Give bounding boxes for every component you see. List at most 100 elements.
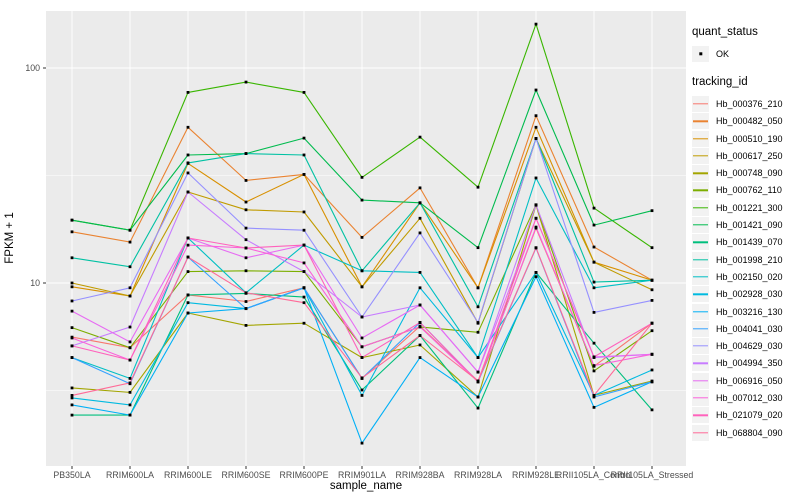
data-point xyxy=(360,441,364,445)
data-point xyxy=(534,246,538,250)
data-point xyxy=(302,228,306,232)
data-point xyxy=(244,246,248,250)
data-point xyxy=(476,379,480,383)
data-point xyxy=(128,286,132,290)
data-point xyxy=(592,286,596,290)
x-tick-label: RRIM600SE xyxy=(221,470,271,480)
legend-item-label: Hb_001998_210 xyxy=(716,254,783,265)
data-point xyxy=(418,356,422,359)
data-point xyxy=(128,228,132,232)
line-swatch-icon xyxy=(692,389,709,406)
x-tick-label: RRII105LA_Stressed xyxy=(610,470,694,480)
data-point xyxy=(70,396,74,400)
legend-item-Hb_004629_030: Hb_004629_030 xyxy=(692,337,800,355)
legend-item-label: Hb_068804_090 xyxy=(716,427,783,438)
x-tick-label: RRIM600PE xyxy=(279,470,329,480)
legend-item-label: Hb_004994_350 xyxy=(716,358,783,369)
legend-item-Hb_000617_250: Hb_000617_250 xyxy=(692,147,800,164)
data-point xyxy=(302,136,306,140)
legend-item-label: Hb_003216_130 xyxy=(716,306,783,317)
data-point xyxy=(592,223,596,227)
line-swatch-icon xyxy=(692,182,709,199)
tracking-id-legend-title: tracking_id xyxy=(692,76,748,89)
data-point xyxy=(302,321,306,325)
data-point xyxy=(534,114,538,118)
legend-item-Hb_000510_190: Hb_000510_190 xyxy=(692,130,800,147)
data-point xyxy=(70,356,74,359)
data-point xyxy=(244,324,248,327)
data-point xyxy=(418,321,422,324)
line-swatch-icon xyxy=(692,217,709,234)
data-point xyxy=(534,216,538,220)
data-point xyxy=(592,245,596,249)
data-point xyxy=(186,161,190,165)
data-point xyxy=(244,300,248,303)
data-point xyxy=(244,226,248,230)
data-point xyxy=(592,394,596,397)
line-swatch-icon xyxy=(692,424,709,441)
legend-item-label: Hb_004041_030 xyxy=(716,323,783,334)
legend-item-label: Hb_007012_030 xyxy=(716,392,783,403)
data-point xyxy=(592,260,596,264)
legend-item-Hb_004994_350: Hb_004994_350 xyxy=(692,355,800,372)
data-point xyxy=(534,137,538,140)
data-point xyxy=(70,326,74,330)
legend-item-label: Hb_000510_190 xyxy=(716,133,783,144)
data-point xyxy=(360,315,364,319)
data-point xyxy=(360,175,364,179)
x-tick-label: RRIM600LA xyxy=(106,470,154,480)
data-point xyxy=(244,208,248,212)
data-point xyxy=(592,206,596,210)
data-point xyxy=(592,280,596,284)
data-point xyxy=(418,231,422,235)
data-point xyxy=(186,125,190,129)
legend-item-Hb_001439_070: Hb_001439_070 xyxy=(692,234,800,251)
line-swatch-icon xyxy=(692,234,709,251)
legend-item-Hb_001221_300: Hb_001221_300 xyxy=(692,199,800,216)
data-point xyxy=(534,275,538,279)
data-point xyxy=(244,152,248,155)
data-point xyxy=(360,285,364,289)
data-point xyxy=(534,125,538,129)
data-point xyxy=(360,336,364,340)
data-point xyxy=(186,270,190,273)
x-tick-label: RRIM901LA xyxy=(338,470,386,480)
x-tick-label: RRIM928BA xyxy=(395,470,445,480)
x-axis-title: sample_name xyxy=(329,480,403,492)
legend-item-label: Hb_001421_090 xyxy=(716,220,783,231)
data-point xyxy=(418,334,422,337)
data-point xyxy=(476,356,480,359)
legend-item-label: Hb_002150_020 xyxy=(716,271,783,282)
data-point xyxy=(418,303,422,307)
data-point xyxy=(302,210,306,214)
data-point xyxy=(128,346,132,350)
legend-item-label: Hb_000482_050 xyxy=(716,116,783,127)
data-point xyxy=(128,390,132,394)
legend-item-Hb_007012_030: Hb_007012_030 xyxy=(692,389,800,406)
quant-status-legend-title: quant_status xyxy=(692,26,758,38)
legend-item-label: Hb_004629_030 xyxy=(716,341,783,352)
legend-item-Hb_021079_020: Hb_021079_020 xyxy=(692,407,800,424)
line-swatch-icon xyxy=(692,338,709,355)
data-point xyxy=(650,329,654,333)
line-swatch-icon xyxy=(692,372,709,389)
legend-item-label: Hb_001221_300 xyxy=(716,202,783,213)
data-point xyxy=(360,388,364,392)
data-point xyxy=(244,80,248,84)
legend-item-Hb_003216_130: Hb_003216_130 xyxy=(692,303,800,320)
legend-item-Hb_000482_050: Hb_000482_050 xyxy=(692,113,800,130)
x-tick-label: RRII105LA_Control xyxy=(555,470,633,480)
data-point xyxy=(534,225,538,229)
legend-item-Hb_001421_090: Hb_001421_090 xyxy=(692,216,800,234)
data-point xyxy=(476,185,480,189)
data-point xyxy=(70,403,74,407)
data-point xyxy=(592,405,596,409)
data-point xyxy=(650,298,654,302)
data-point xyxy=(302,301,306,305)
data-point xyxy=(592,355,596,359)
legend-item-Hb_068804_090: Hb_068804_090 xyxy=(692,424,800,441)
data-point xyxy=(418,286,422,290)
legend-item-label: OK xyxy=(716,48,730,59)
